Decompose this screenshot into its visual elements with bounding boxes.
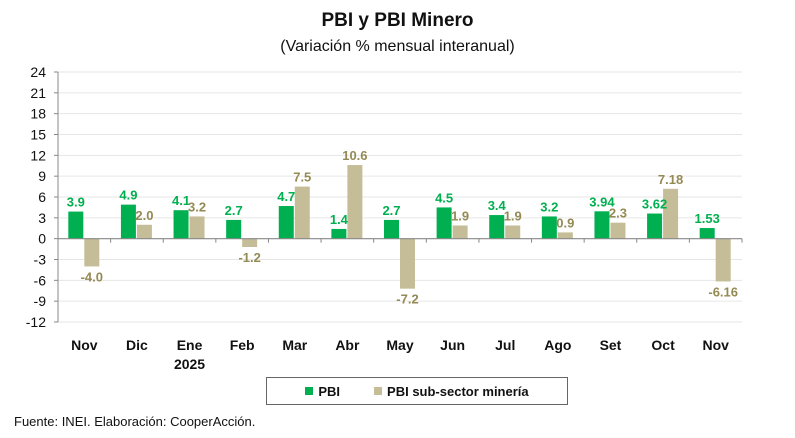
bar-pbi [384,219,399,239]
bar-mineria [505,225,521,239]
bars [68,165,731,289]
bar-pbi [541,216,557,239]
bar-mineria [400,238,415,289]
bar-pbi [489,215,505,239]
x-tick-label: Nov [71,337,98,353]
chart-title: PBI y PBI Minero [321,10,474,31]
x-tick-label: Ene [177,337,203,353]
data-label-pbi: 4.5 [435,190,453,205]
x-tick-label: Oct [651,337,675,353]
bar-pbi [278,206,294,239]
x-tick-label: Jul [495,337,515,353]
data-label-pbi: 3.4 [488,198,507,213]
data-label-mineria: 0.9 [556,215,574,230]
y-tick-label: 21 [30,85,46,101]
y-tick-label: -3 [34,252,47,268]
x-tick-label: Abr [335,337,360,353]
legend-item-pbi: PBI [305,384,340,399]
data-label-mineria: 10.6 [342,148,367,163]
y-tick-label: 15 [30,127,46,143]
bar-mineria [452,225,468,239]
bar-mineria [663,188,679,239]
legend-label-mineria: PBI sub-sector minería [387,383,529,399]
data-label-pbi: 3.62 [642,197,667,212]
bar-mineria [242,238,258,247]
x-tick-label: Dic [126,337,148,353]
chart-subtitle: (Variación % mensual interanual) [280,38,515,55]
bar-mineria [189,216,205,239]
bar-pbi [647,213,663,239]
data-label-mineria: 1.9 [504,208,522,223]
bar-pbi [699,228,715,239]
y-tick-label: 18 [30,106,46,122]
data-label-pbi: 1.4 [330,212,349,227]
data-label-mineria: 1.9 [451,208,469,223]
data-label-pbi: 4.7 [277,189,295,204]
y-tick-label: -6 [34,272,47,288]
bar-mineria [136,224,152,239]
data-label-pbi: 3.2 [540,199,558,214]
data-labels: 3.9-4.04.92.04.13.2 2.7-1.24.77.51.410.62… [67,148,738,307]
x-tick-label: Set [600,337,622,353]
bar-mineria [715,238,731,282]
bar-mineria [84,238,100,267]
data-label-mineria: 3.2 [188,199,206,214]
y-tick-label: -12 [26,314,46,330]
legend-swatch-mineria [374,387,383,395]
bar-pbi [173,210,189,239]
data-label-mineria: 2.3 [609,206,627,221]
bar-mineria [610,222,626,239]
axes: 24 21 18 15 12 9 6 3 0 -3 -6 -9 -12 Nov Dic Ene 2025 Feb M… [26,64,743,372]
y-tick-label: 3 [38,210,46,226]
y-tick-label: 9 [38,168,46,184]
legend-swatch-pbi [305,387,314,395]
data-label-pbi: 4.9 [119,188,137,203]
data-label-mineria: -4.0 [81,269,103,284]
data-label-pbi: 1.53 [695,211,720,226]
bar-mineria [294,186,310,239]
data-label-mineria: -6.16 [708,284,738,299]
source-footnote: Fuente: INEI. Elaboración: CooperAcción. [14,414,256,429]
data-label-pbi: 2.7 [382,203,400,218]
data-label-mineria: 2.0 [135,208,153,223]
y-tick-label: -9 [34,293,47,309]
y-tick-label: 6 [38,189,46,205]
bar-pbi [120,204,136,239]
legend-item-mineria: PBI sub-sector minería [374,384,529,399]
bar-pbi [226,219,242,239]
data-label-pbi: 2.7 [225,203,243,218]
x-tick-label: Jun [440,337,465,353]
legend-label-pbi: PBI [318,383,341,399]
bar-pbi [331,228,347,239]
y-tick-label: 24 [30,64,46,80]
data-label-pbi: 3.94 [589,194,615,209]
data-label-mineria: -1.2 [238,250,260,265]
x-tick-label: Feb [230,337,255,353]
bar-pbi [594,211,610,239]
y-tick-label: 0 [38,231,46,247]
data-label-mineria: 7.5 [293,170,311,185]
legend: PBI PBI sub-sector minería [266,377,568,405]
data-label-pbi: 3.9 [67,195,85,210]
data-label-mineria: 7.18 [658,172,683,187]
x-tick-label: Mar [282,337,307,353]
x-tick-sublabel: 2025 [174,356,205,372]
data-label-mineria: -7.2 [396,292,418,307]
x-tick-label: May [386,337,413,353]
x-tick-label: Nov [702,337,729,353]
bar-mineria [557,232,573,239]
bar-mineria [347,165,363,239]
x-tick-label: Ago [544,337,571,353]
bar-pbi [68,211,84,239]
y-tick-label: 12 [30,147,46,163]
bar-pbi [436,207,452,239]
data-label-pbi: 4.1 [172,193,190,208]
